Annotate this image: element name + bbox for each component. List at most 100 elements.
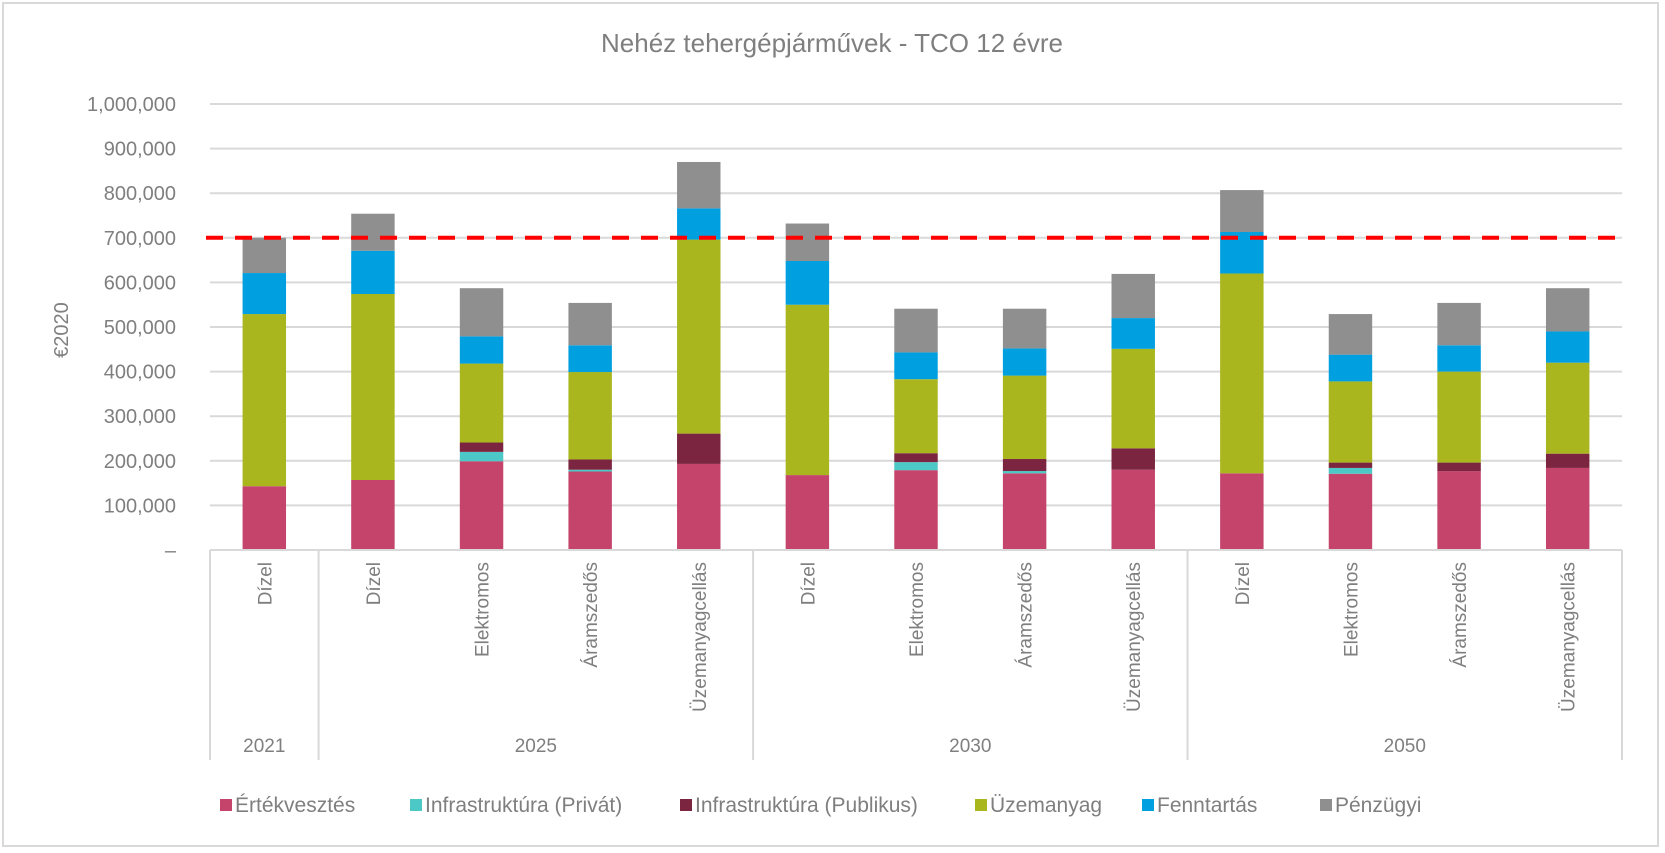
bar-segment-üzemanyag xyxy=(242,314,287,487)
bar-segment-pénzügyi xyxy=(677,161,721,209)
legend-swatch xyxy=(1320,799,1332,811)
x-tick-label: Áramszedős xyxy=(581,562,602,668)
legend-label: Infrastruktúra (Publikus) xyxy=(695,794,918,817)
bar-segment-pénzügyi xyxy=(1111,273,1155,319)
bar-segment-értékvesztés xyxy=(1328,473,1373,550)
bar-segment-fenntartás xyxy=(568,345,612,373)
bar-segment-pénzügyi xyxy=(894,308,938,353)
legend-swatch xyxy=(680,799,692,811)
chart-title: Nehéz tehergépjárművek - TCO 12 évre xyxy=(601,28,1063,58)
bar-segment-értékvesztés xyxy=(459,461,504,550)
x-group-label: 2025 xyxy=(515,736,557,757)
bar-segment-üzemanyag xyxy=(1111,348,1155,449)
bar-segment-pénzügyi xyxy=(1545,288,1590,332)
x-group-label: 2030 xyxy=(949,736,991,757)
y-tick-label: 600,000 xyxy=(104,272,176,294)
legend-label: Pénzügyi xyxy=(1335,794,1421,817)
bar-segment-értékvesztés xyxy=(894,470,938,550)
x-tick-label: Dízel xyxy=(798,562,819,605)
bar-segment-infrastruktúra-publikus- xyxy=(1002,459,1047,472)
y-tick-label: 100,000 xyxy=(104,495,176,517)
bar-segment-pénzügyi xyxy=(1220,190,1264,233)
bar-segment-infrastruktúra-privát- xyxy=(568,469,612,472)
x-axis: Dízel 2021 Dízel Elektromos Áramszedős Üzeman… xyxy=(209,549,1623,760)
bar-segment-fenntartás xyxy=(1328,354,1373,382)
bar-segment-infrastruktúra-privát- xyxy=(1002,471,1047,474)
bar-segment-infrastruktúra-privát- xyxy=(894,462,938,471)
bar-segment-pénzügyi xyxy=(568,302,612,346)
bar-segment-értékvesztés xyxy=(1111,469,1155,550)
bar-segment-fenntartás xyxy=(242,273,287,315)
bar-segment-infrastruktúra-publikus- xyxy=(677,433,721,464)
y-tick-label: 400,000 xyxy=(104,362,176,384)
bar-segment-infrastruktúra-publikus- xyxy=(459,442,504,452)
bar-segment-fenntartás xyxy=(459,336,504,364)
x-tick-label: Áramszedős xyxy=(1450,562,1471,668)
x-group-label: 2050 xyxy=(1384,736,1426,757)
bar-segment-értékvesztés xyxy=(1545,467,1590,550)
y-axis-label: €2020 xyxy=(51,302,73,358)
bar-segment-pénzügyi xyxy=(1437,302,1481,346)
x-tick-label: Dízel xyxy=(364,562,385,605)
bar-segment-infrastruktúra-publikus- xyxy=(1111,448,1155,470)
y-tick-label: 900,000 xyxy=(104,139,176,161)
x-tick-label: Elektromos xyxy=(1341,562,1362,657)
bar-segment-infrastruktúra-privát- xyxy=(1328,467,1373,474)
bar-segment-értékvesztés xyxy=(351,479,395,550)
legend-swatch xyxy=(410,799,422,811)
bar-segment-fenntartás xyxy=(677,208,721,240)
bar-segment-pénzügyi xyxy=(1002,308,1047,349)
bar-segment-értékvesztés xyxy=(1437,471,1481,550)
x-tick-label: Dízel xyxy=(1233,562,1254,605)
y-tick-label: 800,000 xyxy=(104,183,176,205)
bar-segment-üzemanyag xyxy=(1328,381,1373,463)
bar-segment-értékvesztés xyxy=(242,486,287,550)
y-tick-label: 300,000 xyxy=(104,406,176,428)
y-tick-labels: – 100,000 200,000 300,000 400,000 500,000 600,… xyxy=(87,94,177,562)
bar-segment-üzemanyag xyxy=(459,363,504,443)
bar-segment-pénzügyi xyxy=(242,237,287,274)
bar-segment-értékvesztés xyxy=(568,471,612,550)
bar-segment-üzemanyag xyxy=(568,372,612,460)
bar-segment-üzemanyag xyxy=(785,304,830,476)
bar-segment-infrastruktúra-publikus- xyxy=(1545,453,1590,468)
bar-segment-pénzügyi xyxy=(1328,314,1373,355)
bar-segment-üzemanyag xyxy=(351,293,395,480)
legend-label: Üzemanyag xyxy=(990,794,1102,817)
x-tick-label: Üzemanyagcellás xyxy=(1124,562,1145,712)
x-tick-label: Üzemanyagcellás xyxy=(1559,562,1580,712)
x-tick-label: Üzemanyagcellás xyxy=(690,562,711,712)
legend-label: Infrastruktúra (Privát) xyxy=(425,794,622,817)
bar-segment-üzemanyag xyxy=(1220,273,1264,474)
bar-segment-infrastruktúra-publikus- xyxy=(1328,462,1373,468)
x-tick-label: Áramszedős xyxy=(1016,562,1037,668)
bar-segment-pénzügyi xyxy=(351,213,395,251)
bar-segment-infrastruktúra-publikus- xyxy=(1437,462,1481,472)
x-tick-label: Elektromos xyxy=(907,562,928,657)
bar-segment-fenntartás xyxy=(1111,318,1155,349)
y-tick-label: 500,000 xyxy=(104,317,176,339)
legend-label: Értékvesztés xyxy=(235,794,355,817)
bar-segment-üzemanyag xyxy=(894,379,938,454)
bars xyxy=(242,161,1590,550)
y-tick-label: 1,000,000 xyxy=(87,94,176,116)
y-tick-label: 200,000 xyxy=(104,451,176,473)
bar-segment-értékvesztés xyxy=(1220,473,1264,550)
bar-segment-üzemanyag xyxy=(1002,375,1047,460)
gridlines xyxy=(210,103,1622,507)
legend-swatch xyxy=(1142,799,1154,811)
bar-segment-fenntartás xyxy=(785,260,830,305)
y-tick-label: – xyxy=(165,540,177,562)
bar-segment-üzemanyag xyxy=(677,239,721,434)
bar-segment-pénzügyi xyxy=(459,288,504,337)
bar-segment-értékvesztés xyxy=(785,475,830,550)
bar-segment-infrastruktúra-privát- xyxy=(459,451,504,462)
bar-segment-infrastruktúra-publikus- xyxy=(894,453,938,463)
legend: Értékvesztés Infrastruktúra (Privát) Infra… xyxy=(220,794,1421,817)
bar-segment-infrastruktúra-publikus- xyxy=(568,459,612,470)
bar-segment-értékvesztés xyxy=(677,463,721,550)
bar-segment-fenntartás xyxy=(1002,348,1047,376)
y-tick-label: 700,000 xyxy=(104,228,176,250)
bar-segment-üzemanyag xyxy=(1437,371,1481,463)
